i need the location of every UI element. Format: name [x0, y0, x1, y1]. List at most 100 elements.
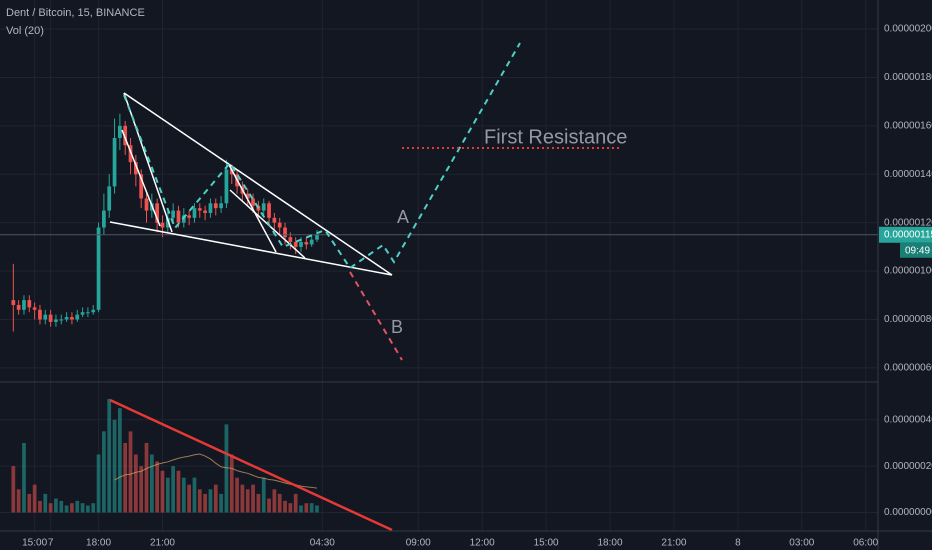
candle-body — [118, 125, 122, 138]
x-tick-label: 18:00 — [598, 538, 623, 549]
volume-bar — [315, 505, 319, 513]
volume-bar — [133, 454, 138, 513]
volume-bar — [32, 484, 37, 513]
y-tick-label: 0.00000060 — [884, 363, 932, 374]
volume-bar — [224, 424, 229, 513]
drawings — [109, 42, 622, 532]
volume-bar — [304, 503, 309, 513]
marks — [0, 113, 878, 513]
volume-bar — [160, 470, 165, 513]
countdown-label: 09:49 — [905, 245, 930, 256]
candle-body — [22, 300, 26, 310]
volume-bar — [181, 477, 186, 513]
candle-body — [229, 169, 234, 175]
volume-bar — [219, 493, 223, 513]
candle-body — [267, 203, 271, 218]
volume-bar — [192, 477, 197, 513]
candle-body — [277, 222, 282, 228]
x-tick-label: 15:00 — [534, 538, 559, 549]
candle-body — [283, 227, 287, 238]
y-tick-label: 0.00000140 — [884, 169, 932, 180]
candle-body — [315, 234, 319, 240]
candle-body — [144, 198, 149, 211]
volume-bar — [176, 470, 181, 513]
candle-body — [16, 304, 21, 310]
volume-bar — [208, 489, 213, 513]
grid — [0, 0, 878, 531]
volume-bar — [256, 493, 261, 513]
countdown-box — [900, 242, 932, 258]
candle-body — [155, 203, 160, 223]
volume-bar — [171, 466, 176, 513]
y-tick-label: 0.00000100 — [884, 266, 932, 277]
candle-body — [171, 210, 176, 218]
volume-bar — [75, 500, 80, 513]
volume-bar — [128, 431, 133, 513]
volume-bar — [288, 503, 293, 513]
last-price-box — [879, 226, 932, 243]
candle-body — [160, 222, 165, 228]
candle-body — [70, 317, 74, 320]
volume-bar — [22, 442, 26, 513]
y-tick-label: 0.00000020 — [884, 461, 932, 472]
volume-bar — [139, 466, 144, 513]
trend-line — [121, 129, 161, 227]
x-tick-label: 8 — [735, 538, 741, 549]
candle-body — [224, 169, 229, 204]
volume-bar — [155, 461, 160, 513]
volume-bar — [261, 477, 266, 513]
volume-bar — [149, 454, 154, 513]
candle-body — [272, 217, 277, 223]
candle-body — [75, 314, 80, 320]
volume-bar — [144, 442, 149, 513]
volume-bar — [283, 500, 287, 513]
candle-body — [38, 309, 42, 320]
volume-bar — [235, 477, 239, 513]
candle-body — [128, 145, 133, 163]
candle-body — [299, 242, 303, 247]
volume-bar — [267, 498, 271, 513]
candle-body — [288, 237, 293, 243]
volume-bar — [203, 493, 207, 513]
volume-bar — [112, 419, 117, 513]
candle-body — [11, 300, 16, 305]
candle-body — [43, 314, 48, 320]
y-tick-label: 0.00000080 — [884, 314, 932, 325]
volume-bar — [272, 489, 277, 513]
volume-bar — [27, 493, 32, 513]
volume-bar — [91, 503, 96, 513]
volume-bar — [123, 442, 128, 513]
x-tick-label: 21:00 — [661, 538, 686, 549]
annotation: B — [391, 317, 403, 337]
chart-title: Dent / Bitcoin, 15, BINANCE — [6, 7, 145, 19]
candle-body — [32, 307, 37, 310]
volume-bar — [38, 500, 42, 513]
volume-trend-line — [109, 398, 393, 532]
candle-body — [107, 186, 112, 211]
volume-bar — [86, 505, 90, 513]
candle-body — [91, 309, 96, 313]
candle-body — [112, 137, 117, 187]
volume-bar — [251, 484, 255, 513]
annotation: First Resistance — [484, 126, 627, 148]
candle-body — [304, 242, 309, 245]
volume-bar — [80, 503, 85, 513]
candle-body — [165, 217, 170, 228]
x-tick-label: 12:00 — [470, 538, 495, 549]
candle-body — [197, 208, 202, 211]
candle-body — [27, 300, 32, 308]
candle-body — [59, 319, 64, 321]
candle-body — [251, 198, 255, 206]
volume-bar — [165, 477, 170, 513]
annotation: A — [397, 207, 409, 227]
volume-bar — [96, 454, 101, 513]
candle-body — [80, 312, 85, 315]
x-tick-label: 06:00 — [853, 538, 878, 549]
volume-bar — [102, 431, 106, 513]
candle-body — [192, 208, 197, 218]
candle-body — [187, 215, 191, 218]
volume-bar — [309, 503, 314, 513]
candle-body — [102, 210, 106, 228]
